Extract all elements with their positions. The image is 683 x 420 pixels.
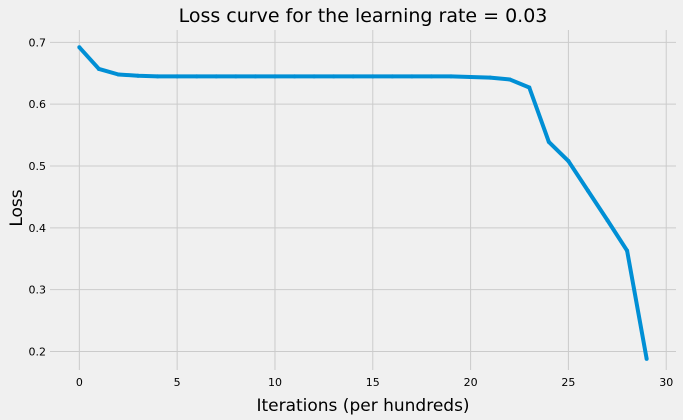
loss-data-point — [429, 74, 434, 79]
x-tick-label: 0 — [76, 376, 83, 389]
loss-data-point — [77, 45, 82, 50]
loss-data-point — [136, 73, 141, 78]
loss-data-point — [194, 74, 199, 79]
y-tick-label: 0.6 — [29, 98, 47, 111]
y-axis-label: Loss — [7, 189, 27, 226]
tick-labels: 0 5 10 15 20 25 30 0.2 0.3 0.4 0.5 0.6 0.7 — [29, 36, 674, 389]
loss-data-point — [644, 356, 649, 361]
x-tick-label: 5 — [174, 376, 181, 389]
loss-data-point — [233, 74, 238, 79]
chart-title: Loss curve for the learning rate = 0.03 — [179, 5, 548, 27]
x-axis-label: Iterations (per hundreds) — [256, 396, 469, 416]
loss-data-point — [527, 85, 532, 90]
loss-data-point — [566, 159, 571, 164]
y-tick-label: 0.2 — [29, 345, 47, 358]
loss-data-point — [214, 74, 219, 79]
grid-lines — [50, 30, 676, 370]
x-tick-label: 20 — [464, 376, 478, 389]
loss-data-point — [292, 74, 297, 79]
loss-data-point — [468, 74, 473, 79]
loss-data-point — [585, 188, 590, 193]
loss-data-point — [351, 74, 356, 79]
loss-data-point — [96, 66, 101, 71]
loss-data-point — [488, 75, 493, 80]
loss-data-point — [390, 74, 395, 79]
loss-data-point — [409, 74, 414, 79]
loss-data-point — [331, 74, 336, 79]
loss-data-point — [605, 218, 610, 223]
y-tick-label: 0.5 — [29, 160, 47, 173]
loss-data-point — [625, 248, 630, 253]
x-tick-label: 15 — [366, 376, 380, 389]
y-tick-label: 0.7 — [29, 36, 47, 49]
x-tick-label: 25 — [561, 376, 575, 389]
x-tick-label: 10 — [268, 376, 282, 389]
y-tick-label: 0.3 — [29, 284, 47, 297]
loss-data-point — [116, 72, 121, 77]
loss-data-point — [546, 139, 551, 144]
loss-series-line — [77, 45, 649, 360]
loss-data-point — [312, 74, 317, 79]
loss-data-point — [253, 74, 258, 79]
loss-data-point — [272, 74, 277, 79]
loss-data-point — [449, 74, 454, 79]
x-tick-label: 30 — [659, 376, 673, 389]
y-tick-label: 0.4 — [29, 222, 47, 235]
loss-data-point — [155, 74, 160, 79]
loss-data-point — [175, 74, 180, 79]
series-layer — [77, 45, 649, 361]
loss-data-point — [370, 74, 375, 79]
loss-data-point — [507, 77, 512, 82]
